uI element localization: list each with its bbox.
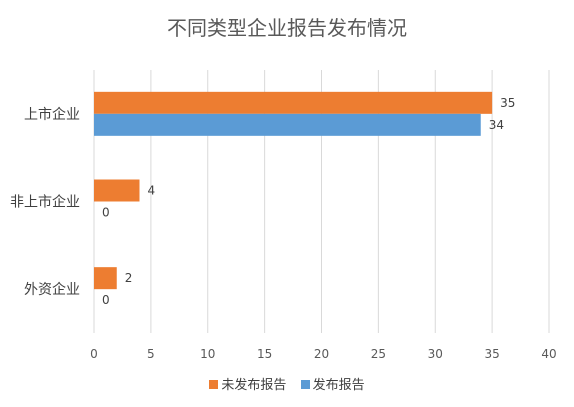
bar-unpublished-2 [94,267,117,290]
data-labels: 35 34 4 0 2 0 [102,96,515,307]
x-tick-label: 20 [314,347,329,361]
bar-published-0 [94,113,481,136]
legend-item-series-1: 发布报告 [300,374,365,393]
legend-item-series-0: 未发布报告 [209,374,286,393]
x-tick-labels: 0 5 10 15 20 25 30 35 40 [90,347,556,361]
x-tick-label: 10 [200,347,215,361]
data-label: 35 [500,96,515,110]
bars [94,91,493,290]
chart-title: 不同类型企业报告发布情况 [167,16,407,40]
bar-unpublished-1 [94,179,140,202]
data-label: 4 [148,184,156,198]
category-label: 外资企业 [24,281,80,298]
data-label: 2 [125,271,133,285]
category-label: 上市企业 [24,106,80,123]
legend-swatch-series-1 [300,380,310,389]
data-label: 0 [102,293,110,307]
x-tick-label: 15 [257,347,272,361]
legend-swatch-series-0 [209,380,219,389]
data-label: 34 [489,118,504,132]
category-label: 非上市企业 [10,194,80,211]
legend-label-series-0: 未发布报告 [221,378,287,393]
data-label: 0 [102,206,110,220]
legend: 未发布报告 发布报告 [0,374,574,393]
x-tick-label: 0 [90,347,98,361]
bar-unpublished-0 [94,91,493,114]
x-tick-label: 25 [371,347,386,361]
x-tick-label: 35 [484,347,499,361]
x-tick-label: 30 [428,347,443,361]
x-tick-label: 40 [541,347,556,361]
legend-label-series-1: 发布报告 [312,378,365,393]
x-tick-label: 5 [147,347,155,361]
